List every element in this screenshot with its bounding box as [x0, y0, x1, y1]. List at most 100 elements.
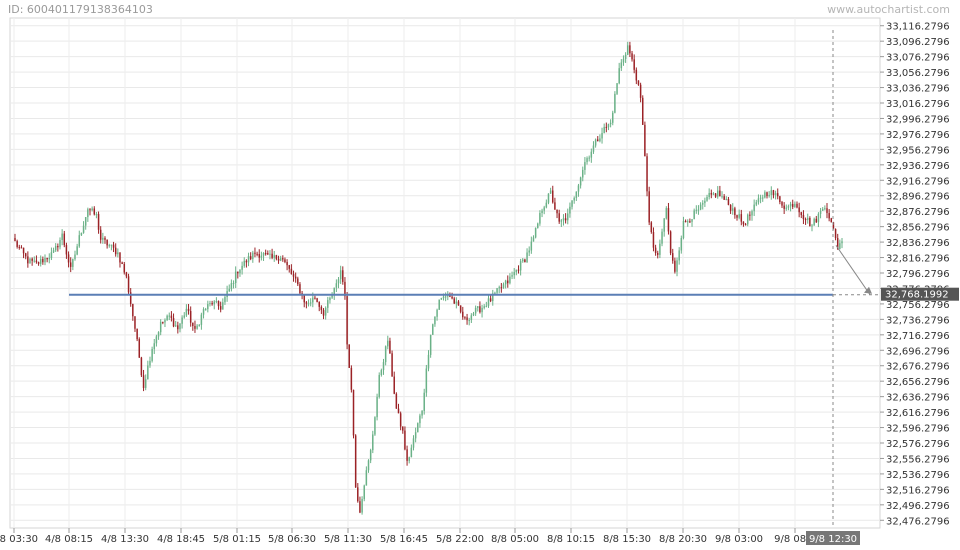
candle-body: [35, 260, 38, 263]
x-tick-label: 4/8 03:30: [0, 534, 38, 545]
candle-body: [770, 190, 773, 195]
x-tick-label: 8/8 10:15: [547, 534, 595, 545]
candle-body: [219, 306, 222, 310]
candle-body: [230, 283, 233, 289]
candle-body: [731, 208, 734, 211]
candle-body: [637, 80, 640, 85]
candle-body: [494, 292, 496, 294]
candle-body: [59, 240, 61, 248]
candle-body: [140, 357, 143, 376]
candle-body: [575, 191, 578, 198]
candle-body: [260, 255, 263, 258]
candle-body: [147, 365, 149, 380]
candle-body: [14, 238, 16, 242]
candle-body: [243, 260, 245, 266]
candle-body: [204, 309, 207, 311]
y-tick-label: 32,636.2796: [886, 393, 950, 404]
candle-body: [755, 202, 758, 205]
candle-body: [579, 177, 582, 186]
candle-body: [824, 208, 826, 210]
candle-body: [425, 368, 428, 393]
candle-body: [44, 257, 46, 263]
candle-body: [609, 122, 612, 125]
candle-body: [359, 501, 361, 513]
candle-body: [142, 375, 145, 388]
candle-body: [592, 145, 595, 152]
candle-body: [532, 237, 535, 242]
candle-body: [292, 274, 295, 277]
candle-body: [213, 301, 216, 305]
candle-body: [603, 126, 605, 133]
candle-body: [157, 332, 160, 337]
candle-body: [288, 265, 290, 269]
candle-body: [554, 202, 556, 210]
candle-body: [691, 219, 693, 222]
candle-body: [539, 213, 541, 224]
x-tick-label: 4/8 18:45: [157, 534, 205, 545]
candle-body: [522, 259, 524, 262]
y-tick-label: 32,916.2796: [886, 176, 950, 187]
candle-body: [412, 438, 415, 448]
candle-body: [245, 260, 248, 263]
candle-body: [29, 258, 31, 264]
candle-body: [629, 45, 631, 54]
forecast-arrowhead: [864, 286, 872, 294]
candle-body: [256, 253, 258, 255]
candle-body: [320, 306, 323, 311]
candle-body: [686, 221, 689, 223]
candle-body: [333, 287, 335, 295]
candle-body: [451, 296, 453, 299]
candle-body: [352, 389, 355, 436]
candle-body: [462, 311, 464, 318]
candle-body: [594, 139, 597, 146]
candle-body: [740, 214, 743, 222]
candle-body: [697, 209, 700, 211]
x-tick-label: 5/8 01:15: [213, 534, 261, 545]
candle-body: [440, 298, 443, 300]
y-tick-label: 32,596.2796: [886, 424, 950, 435]
candle-body: [314, 297, 316, 299]
y-tick-label: 32,936.2796: [886, 161, 950, 172]
candle-body: [453, 298, 455, 304]
candle-body: [699, 204, 702, 210]
candle-body: [72, 259, 74, 267]
y-tick-label: 33,036.2796: [886, 84, 950, 95]
candle-body: [127, 276, 130, 293]
y-tick-label: 32,716.2796: [886, 331, 950, 342]
candle-body: [684, 221, 687, 223]
candle-body: [312, 297, 314, 303]
candle-body: [110, 244, 113, 246]
candle-body: [273, 255, 275, 258]
candle-body: [507, 280, 509, 284]
candle-body: [772, 190, 775, 196]
candle-body: [736, 215, 738, 218]
candle-body: [712, 193, 715, 195]
candle-body: [781, 202, 783, 206]
candle-body: [365, 470, 368, 486]
candle-body: [605, 126, 608, 128]
candle-body: [646, 156, 648, 192]
candle-body: [63, 233, 66, 246]
candle-body: [179, 323, 181, 330]
candle-body: [414, 432, 417, 439]
candle-body: [727, 198, 730, 205]
candle-body: [185, 308, 188, 316]
y-tick-label: 32,816.2796: [886, 254, 950, 265]
candle-body: [194, 325, 196, 329]
y-tick-label: 32,476.2796: [886, 516, 950, 527]
candle-body: [318, 301, 320, 307]
candle-body: [744, 224, 747, 226]
x-tick-label: 9/8 08:1: [774, 534, 816, 545]
candle-body: [129, 292, 132, 304]
candle-body: [498, 287, 500, 289]
candle-body: [37, 262, 40, 264]
candle-body: [217, 301, 220, 307]
candle-body: [751, 211, 753, 216]
candle-body: [16, 241, 18, 247]
candle-body: [54, 246, 57, 251]
candle-body: [305, 302, 308, 304]
candle-body: [264, 253, 267, 255]
candle-body: [24, 253, 27, 257]
candle-body: [802, 215, 805, 220]
candle-body: [817, 213, 820, 223]
